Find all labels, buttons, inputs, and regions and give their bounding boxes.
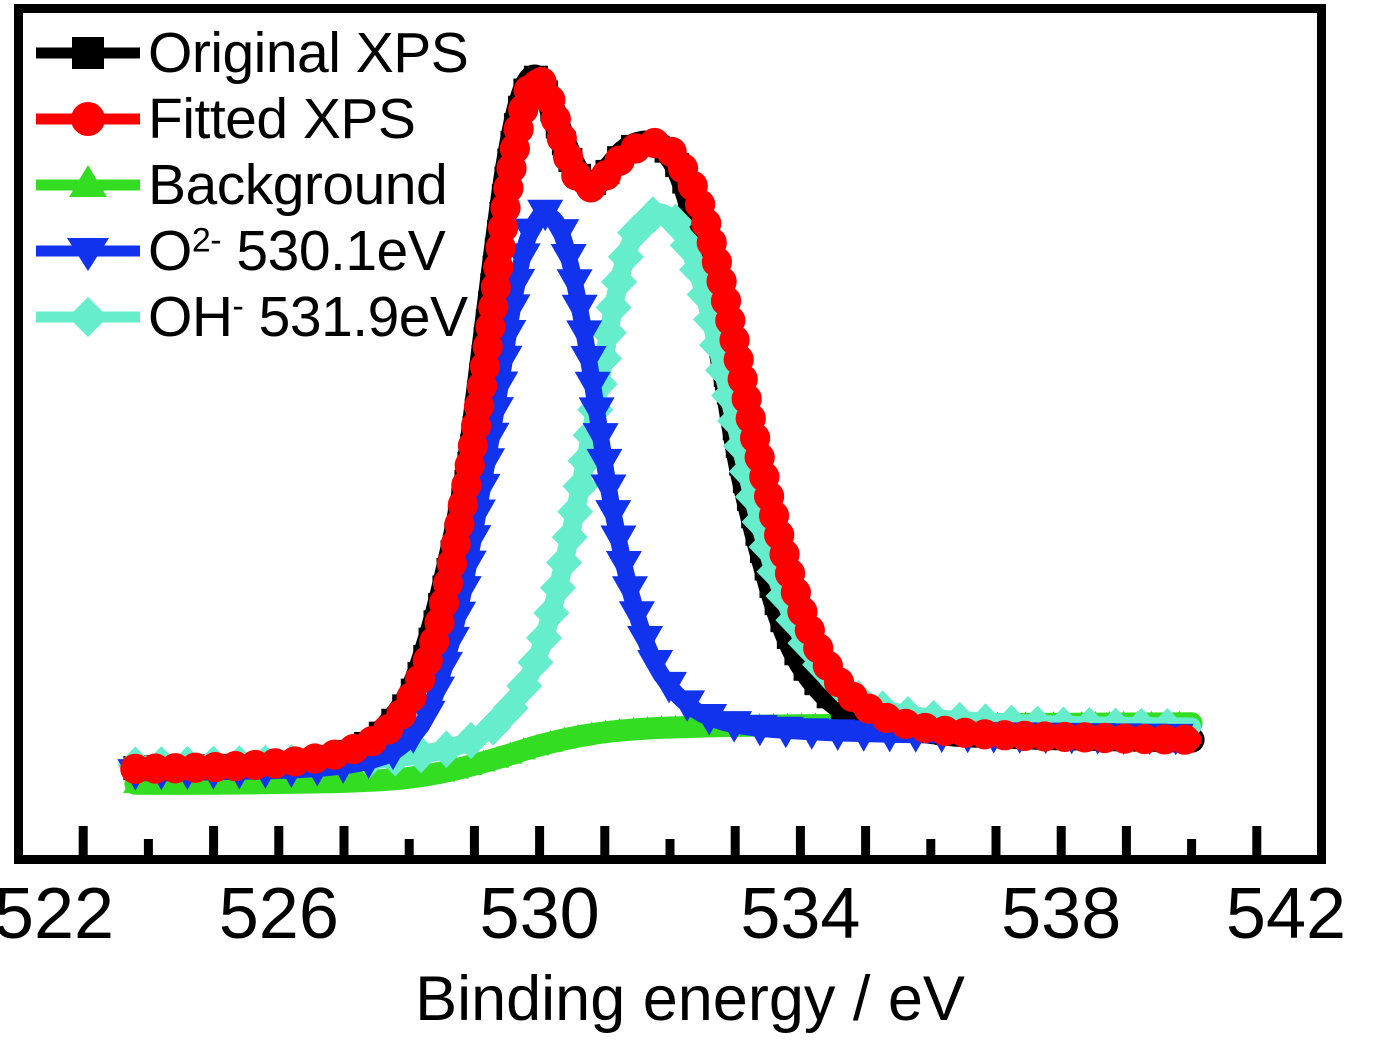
- legend-item-background[interactable]: Background: [34, 152, 554, 218]
- x-tick-label-526: 526: [218, 874, 339, 954]
- legend-label-oh-charge: -: [232, 286, 244, 325]
- legend-item-original-xps[interactable]: Original XPS: [34, 20, 554, 86]
- square-marker-icon: [34, 25, 142, 81]
- legend-label-original-xps: Original XPS: [148, 20, 469, 85]
- legend-item-oh-minus[interactable]: OH- 531.9eV: [34, 284, 554, 350]
- x-tick-label-534: 534: [740, 874, 861, 954]
- legend-label-oh-energy: 531.9eV: [243, 284, 468, 349]
- chart-legend: Original XPS Fitted XPS Background: [34, 20, 554, 350]
- legend-label-fitted-xps: Fitted XPS: [148, 86, 416, 151]
- legend-item-fitted-xps[interactable]: Fitted XPS: [34, 86, 554, 152]
- legend-label-o2-energy: 530.1eV: [221, 218, 446, 283]
- legend-label-o2-minus: O2- 530.1eV: [148, 220, 446, 280]
- triangle-up-marker-icon: [34, 157, 142, 213]
- diamond-marker-icon: [34, 289, 142, 345]
- x-tick-label-542: 542: [1225, 874, 1347, 954]
- x-tick-label-538: 538: [1001, 874, 1122, 954]
- x-tick-label-522: 522: [0, 874, 115, 954]
- legend-item-o2-minus[interactable]: O2- 530.1eV: [34, 218, 554, 284]
- legend-label-oh-minus: OH- 531.9eV: [148, 286, 468, 346]
- legend-label-background: Background: [148, 152, 448, 217]
- legend-label-oh-base: OH: [148, 284, 233, 349]
- x-tick-label-530: 530: [479, 874, 600, 954]
- circle-marker-icon: [34, 91, 142, 147]
- triangle-down-marker-icon: [34, 223, 142, 279]
- x-axis-title: Binding energy / eV: [415, 964, 965, 1034]
- legend-label-o2-charge: 2-: [191, 220, 222, 259]
- legend-label-o2-base: O: [148, 218, 192, 283]
